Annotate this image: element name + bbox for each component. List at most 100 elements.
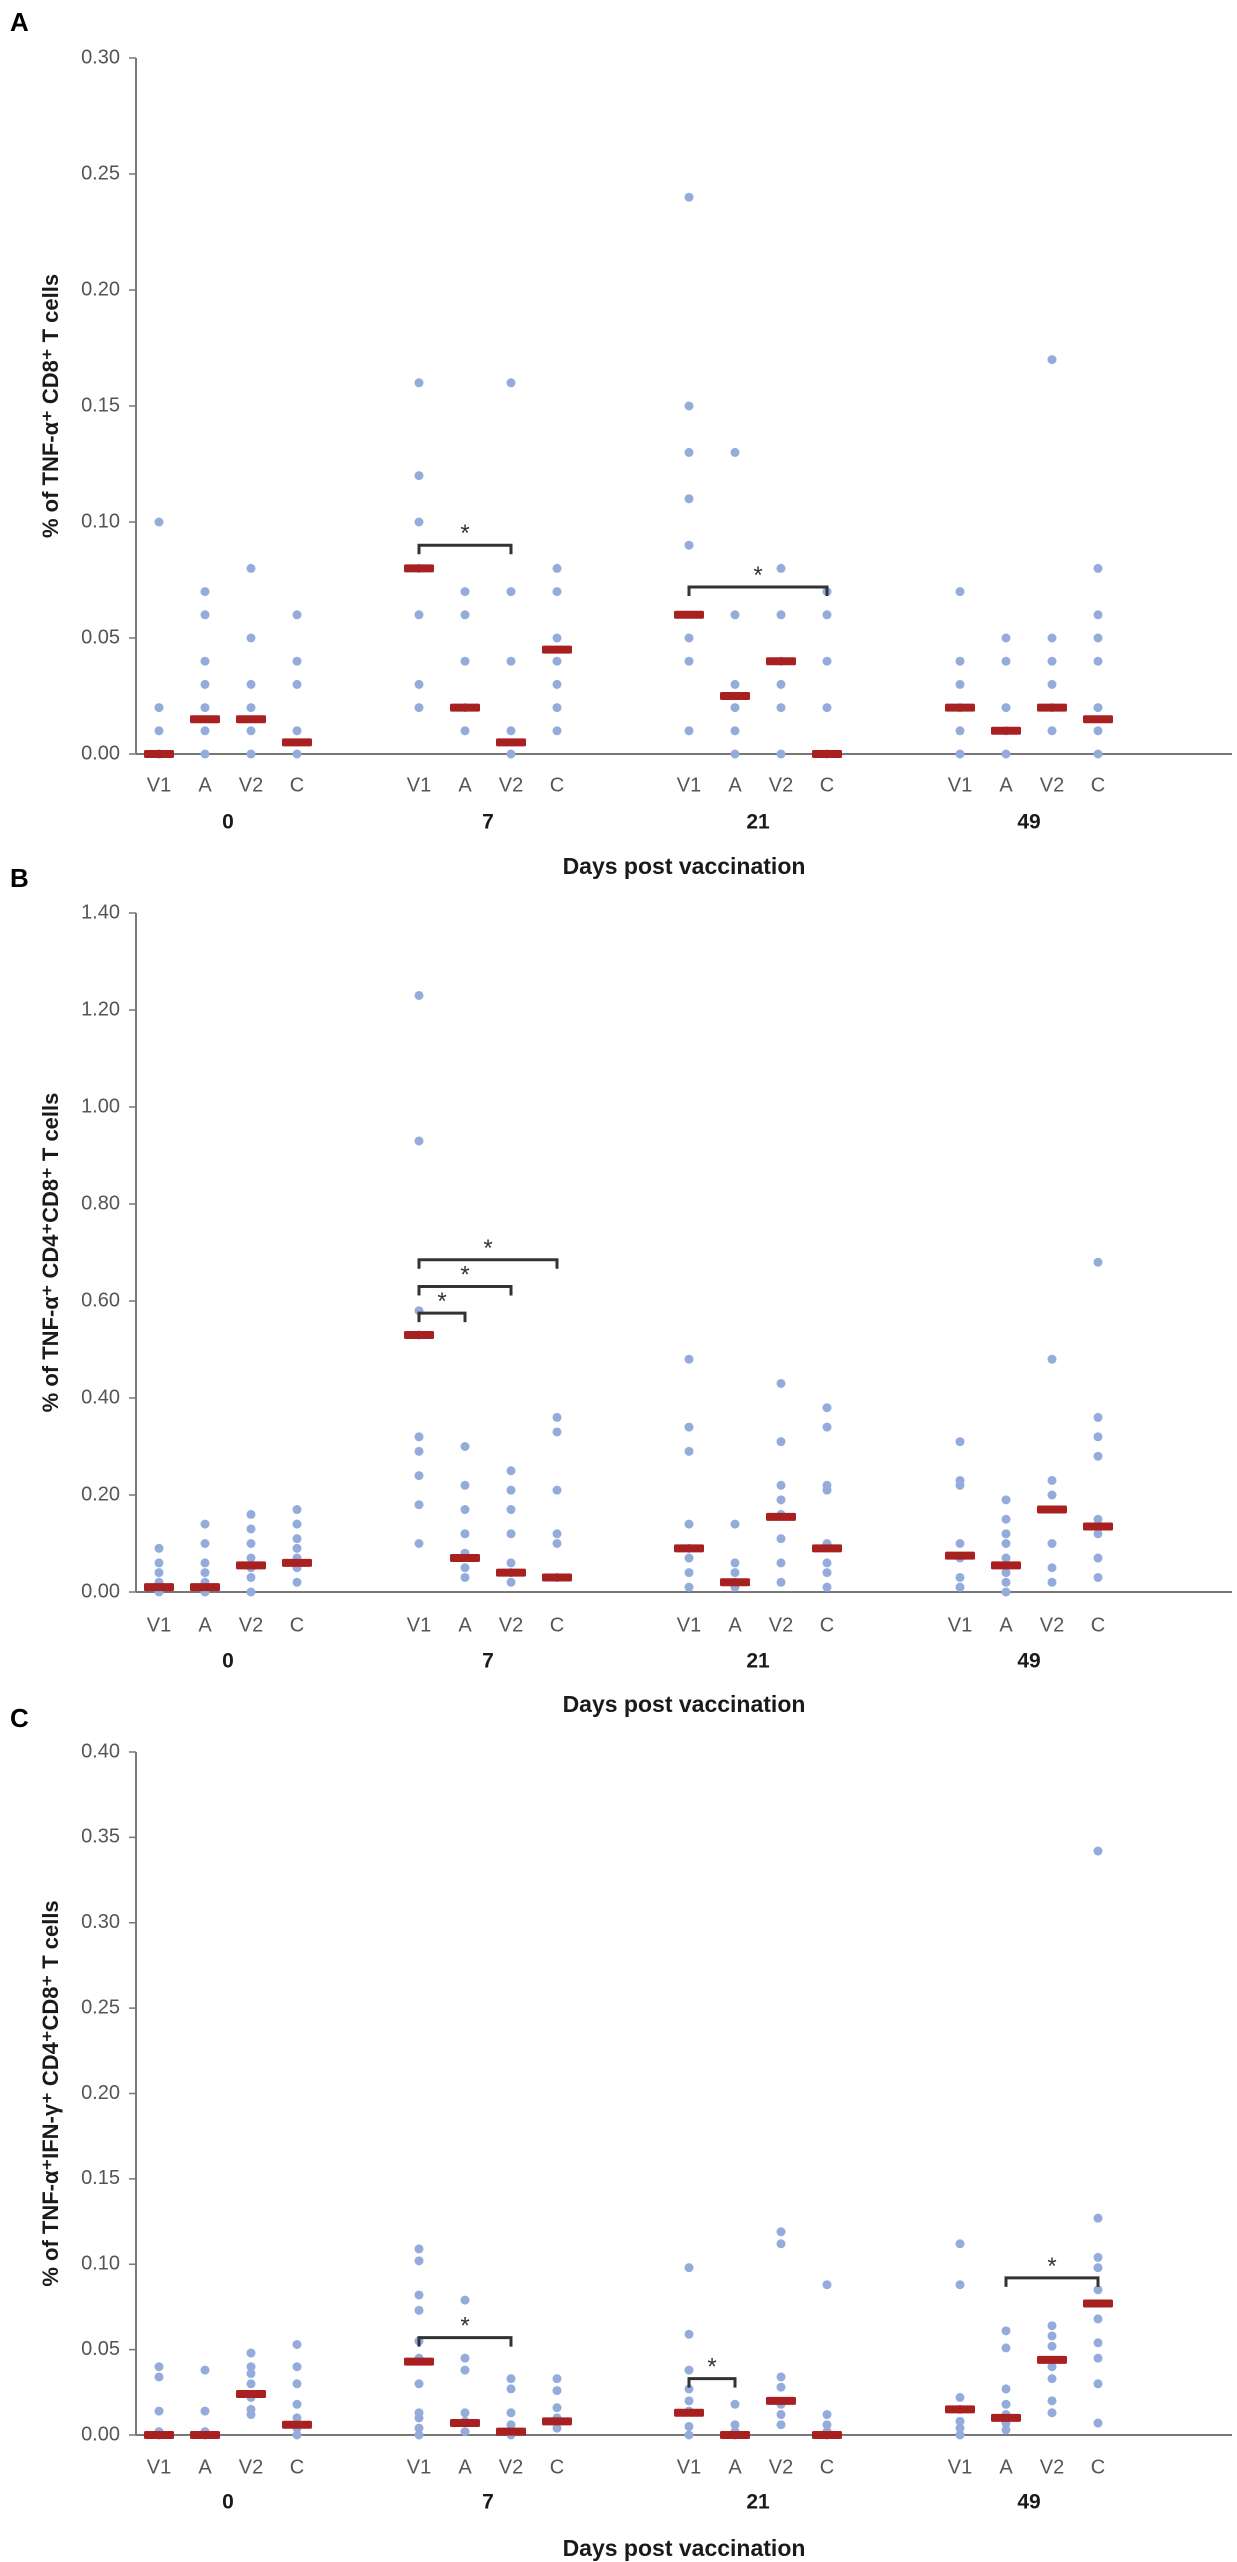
median-bar	[236, 2390, 266, 2399]
data-point	[246, 1524, 256, 1534]
category-label-a: A	[198, 774, 212, 796]
data-point	[552, 1427, 562, 1437]
median-bar	[812, 1544, 842, 1553]
category-label-a: A	[458, 1614, 472, 1636]
data-point	[1093, 1432, 1103, 1442]
data-point	[776, 1437, 786, 1447]
data-point	[776, 1558, 786, 1568]
data-point	[552, 587, 562, 597]
data-point	[822, 2410, 832, 2420]
data-point	[1093, 1572, 1103, 1582]
data-point	[200, 679, 210, 689]
data-point	[552, 656, 562, 666]
data-point	[955, 679, 965, 689]
data-point	[776, 1534, 786, 1544]
data-point	[460, 1480, 470, 1490]
data-point	[154, 2362, 164, 2372]
data-point	[684, 2263, 694, 2273]
median-bar	[282, 738, 312, 747]
y-tick-label: 0.20	[81, 2082, 120, 2104]
data-point	[822, 656, 832, 666]
y-tick-label: 0.30	[81, 46, 120, 68]
data-point	[684, 656, 694, 666]
y-tick-label: 0.10	[81, 510, 120, 532]
data-point	[552, 726, 562, 736]
data-point	[1093, 633, 1103, 643]
data-point	[154, 703, 164, 713]
category-label-v1: V1	[147, 1614, 171, 1636]
data-point	[1001, 2326, 1011, 2336]
y-tick-label: 0.00	[81, 742, 120, 764]
data-point	[414, 1471, 424, 1481]
data-point	[822, 2280, 832, 2290]
y-tick-label: 0.25	[81, 1996, 120, 2018]
x-axis-label: Days post vaccination	[563, 2535, 806, 2561]
y-tick-label: 0.20	[81, 278, 120, 300]
significance-bracket	[1004, 2276, 1100, 2287]
data-point	[1001, 2343, 1011, 2353]
data-point	[292, 2362, 302, 2372]
data-point	[955, 1539, 965, 1548]
significance-bracket	[687, 585, 829, 596]
data-point	[730, 726, 740, 736]
data-point	[730, 1568, 740, 1578]
category-label-a: A	[458, 774, 472, 796]
data-point	[1047, 2341, 1057, 2351]
data-point	[1047, 1539, 1057, 1548]
category-label-v1: V1	[407, 1614, 431, 1636]
median-bar	[144, 2431, 174, 2439]
category-label-v1: V1	[147, 2456, 171, 2478]
data-point	[414, 610, 424, 620]
median-bar	[282, 2420, 312, 2429]
data-point	[1093, 2252, 1103, 2262]
data-point	[200, 2406, 210, 2416]
data-point	[414, 2256, 424, 2266]
data-point	[414, 1500, 424, 1510]
data-point	[246, 2362, 256, 2372]
data-point	[506, 749, 516, 759]
data-point	[1001, 1539, 1011, 1548]
y-tick-label: 0.10	[81, 2253, 120, 2275]
category-label-v1: V1	[948, 774, 972, 796]
data-point	[1047, 679, 1057, 689]
data-point	[1047, 656, 1057, 666]
data-point	[414, 2430, 424, 2440]
category-label-v2: V2	[499, 1614, 523, 1636]
data-point	[1047, 1475, 1057, 1485]
data-point	[1093, 610, 1103, 620]
data-point	[684, 1422, 694, 1432]
data-point	[292, 656, 302, 666]
data-point	[955, 1582, 965, 1592]
data-point	[414, 2413, 424, 2423]
significance-bracket	[417, 1284, 513, 1296]
data-point	[955, 587, 965, 597]
data-point	[246, 2369, 256, 2379]
data-point	[776, 610, 786, 620]
data-point	[1093, 2418, 1103, 2428]
y-tick-label: 0.30	[81, 1911, 120, 1933]
data-point	[1001, 1495, 1011, 1505]
significance-bracket	[417, 2336, 513, 2347]
data-point	[684, 447, 694, 457]
data-point	[246, 633, 256, 643]
median-bar	[945, 1551, 975, 1560]
median-bar	[991, 726, 1021, 735]
data-point	[292, 2430, 302, 2440]
category-label-v1: V1	[677, 2456, 701, 2478]
category-label-c: C	[550, 1614, 564, 1636]
y-tick-label: 0.00	[81, 2423, 120, 2445]
data-point	[955, 1480, 965, 1490]
significance-bracket	[417, 1258, 559, 1269]
day-group-label: 21	[746, 2491, 770, 2514]
data-point	[200, 1539, 210, 1548]
data-point	[460, 2427, 470, 2437]
median-bar	[1037, 1505, 1067, 1514]
data-point	[460, 2295, 470, 2305]
significance-bracket	[687, 2377, 737, 2388]
data-point	[776, 2420, 786, 2430]
day-group-label: 7	[482, 2491, 494, 2514]
median-bar	[1083, 2299, 1113, 2308]
data-point	[292, 2413, 302, 2423]
data-point	[552, 2374, 562, 2384]
y-tick-label: 0.05	[81, 2338, 120, 2360]
